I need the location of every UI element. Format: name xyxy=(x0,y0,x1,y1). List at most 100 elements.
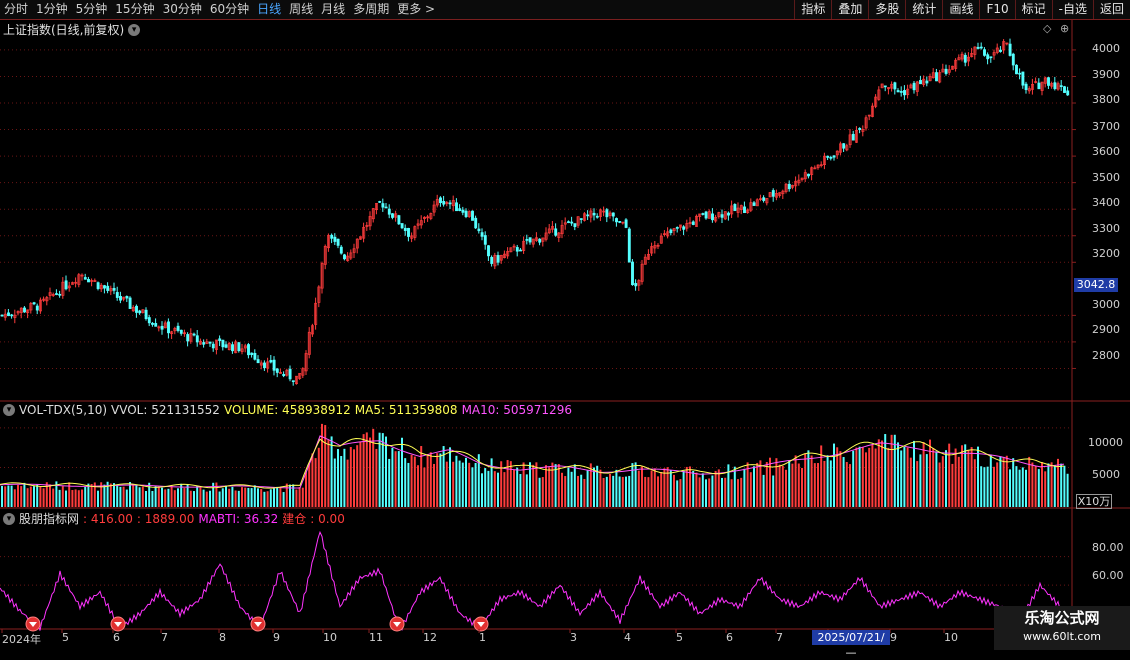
buy-signal-icon xyxy=(254,622,262,627)
y-tick-price: 3600 xyxy=(1092,145,1120,158)
candle-body xyxy=(909,84,913,89)
volume-bar xyxy=(1031,462,1034,507)
toolbar-button[interactable]: -自选 xyxy=(1051,0,1093,19)
candle-body xyxy=(330,234,334,239)
period-toolbar: 分时 1分钟 5分钟 15分钟 30分钟 60分钟 日线 周线 月线 多周期 更多 > 指标 叠加 多股… xyxy=(0,0,1130,20)
candle-body xyxy=(845,145,849,151)
volume-bar xyxy=(801,467,803,507)
volume-bar xyxy=(45,482,48,507)
jiancang-label: 建仓 xyxy=(282,512,307,526)
volume-bar xyxy=(743,468,746,507)
y-tick-price: 3900 xyxy=(1092,68,1120,81)
volume-bar xyxy=(129,482,131,507)
volume-bar xyxy=(957,456,960,507)
candle-body xyxy=(698,213,702,217)
volume-bar xyxy=(737,479,739,507)
period-tab[interactable]: 1分钟 xyxy=(36,2,68,16)
candle-body xyxy=(432,204,436,213)
candle-body xyxy=(867,114,871,117)
toolbar-button[interactable]: 叠加 xyxy=(831,0,868,19)
chevron-down-icon[interactable]: ▾ xyxy=(3,512,15,525)
volume-bar xyxy=(820,445,823,507)
volume-bar xyxy=(241,487,243,507)
candle-body xyxy=(1005,42,1009,45)
x-tick: 8 xyxy=(219,631,226,644)
toolbar-button[interactable]: 返回 xyxy=(1092,0,1130,19)
candle-body xyxy=(311,325,314,335)
candle-body xyxy=(291,380,295,383)
volume-bar xyxy=(884,434,887,507)
candle-body xyxy=(439,197,442,204)
period-tab[interactable]: 多周期 xyxy=(353,2,390,16)
toolbar-button[interactable]: F10 xyxy=(979,0,1014,19)
volume-bar xyxy=(298,487,301,507)
candle-body xyxy=(301,368,305,376)
candle-body xyxy=(771,190,775,197)
period-tab[interactable]: 5分钟 xyxy=(75,2,108,16)
volume-bar xyxy=(858,446,861,507)
period-tab[interactable]: 日线 xyxy=(257,2,282,16)
toolbar-button[interactable]: 统计 xyxy=(905,0,942,19)
candle-body xyxy=(1021,71,1025,86)
candle-body xyxy=(746,209,750,214)
toolbar-button[interactable]: 多股 xyxy=(868,0,905,19)
candle-body xyxy=(583,213,586,221)
volume-bar xyxy=(1066,473,1069,507)
period-tabs: 分时 1分钟 5分钟 15分钟 30分钟 60分钟 日线 周线 月线 多周期 更多 > xyxy=(0,0,439,19)
period-tab[interactable]: 15分钟 xyxy=(115,2,155,16)
volume-bar xyxy=(919,454,922,507)
volume-bar xyxy=(705,479,707,507)
volume-bar xyxy=(935,451,938,507)
volume-bar xyxy=(564,476,567,507)
candle-body xyxy=(448,202,452,205)
period-tab[interactable]: 更多 > xyxy=(397,2,436,16)
candle-body xyxy=(682,226,686,230)
chevron-down-icon[interactable]: ▾ xyxy=(3,404,15,416)
chevron-down-icon[interactable]: ▾ xyxy=(128,23,141,36)
candle-body xyxy=(39,299,42,312)
volume-bar xyxy=(653,468,656,507)
candle-body xyxy=(496,255,500,263)
candle-body xyxy=(26,309,30,314)
candle-body xyxy=(378,201,382,203)
volume-bar xyxy=(49,484,51,507)
toolbar-button[interactable]: 标记 xyxy=(1014,0,1052,19)
candle-body xyxy=(1063,86,1066,93)
volume-bar xyxy=(666,467,669,507)
candle-body xyxy=(483,235,487,245)
volume-bar xyxy=(1,485,3,507)
period-tab[interactable]: 30分钟 xyxy=(162,2,202,16)
candle-body xyxy=(442,200,446,205)
volume-bar xyxy=(212,482,215,507)
period-tab[interactable]: 月线 xyxy=(321,2,346,16)
volume-bar xyxy=(922,442,925,507)
last-price-box: 3042.8 xyxy=(1074,278,1118,292)
volume-bar xyxy=(452,461,455,507)
candle-body xyxy=(93,280,97,282)
expand-icon[interactable]: ⊕ xyxy=(1060,22,1070,35)
watermark-title: 乐淘公式网 xyxy=(1024,609,1100,627)
toolbar-button[interactable]: 画线 xyxy=(942,0,979,19)
toolbar-button[interactable]: 指标 xyxy=(794,0,831,19)
function-buttons: 指标 叠加 多股 统计 画线 F10 标记 -自选 返回 xyxy=(794,0,1130,19)
candle-body xyxy=(474,217,478,229)
period-tab[interactable]: 分时 xyxy=(4,2,29,16)
period-tab[interactable]: 周线 xyxy=(289,2,314,16)
vvol-value: VVOL: 521131552 xyxy=(111,403,220,417)
candle-body xyxy=(717,212,721,217)
period-tab[interactable]: 60分钟 xyxy=(209,2,250,16)
candle-body xyxy=(941,68,945,73)
candle-body xyxy=(576,216,580,226)
volume-bar xyxy=(26,488,29,507)
x-tick: 9 xyxy=(890,631,897,644)
volume-bar xyxy=(500,461,503,507)
volume-bar xyxy=(93,482,96,507)
diamond-icon[interactable]: ◇ xyxy=(1043,22,1052,35)
candle-body xyxy=(400,223,404,229)
volume-bar xyxy=(593,467,595,507)
candle-body xyxy=(144,309,148,320)
volume-bar xyxy=(628,475,631,507)
volume-bar xyxy=(861,447,864,507)
candle-body xyxy=(186,334,190,342)
